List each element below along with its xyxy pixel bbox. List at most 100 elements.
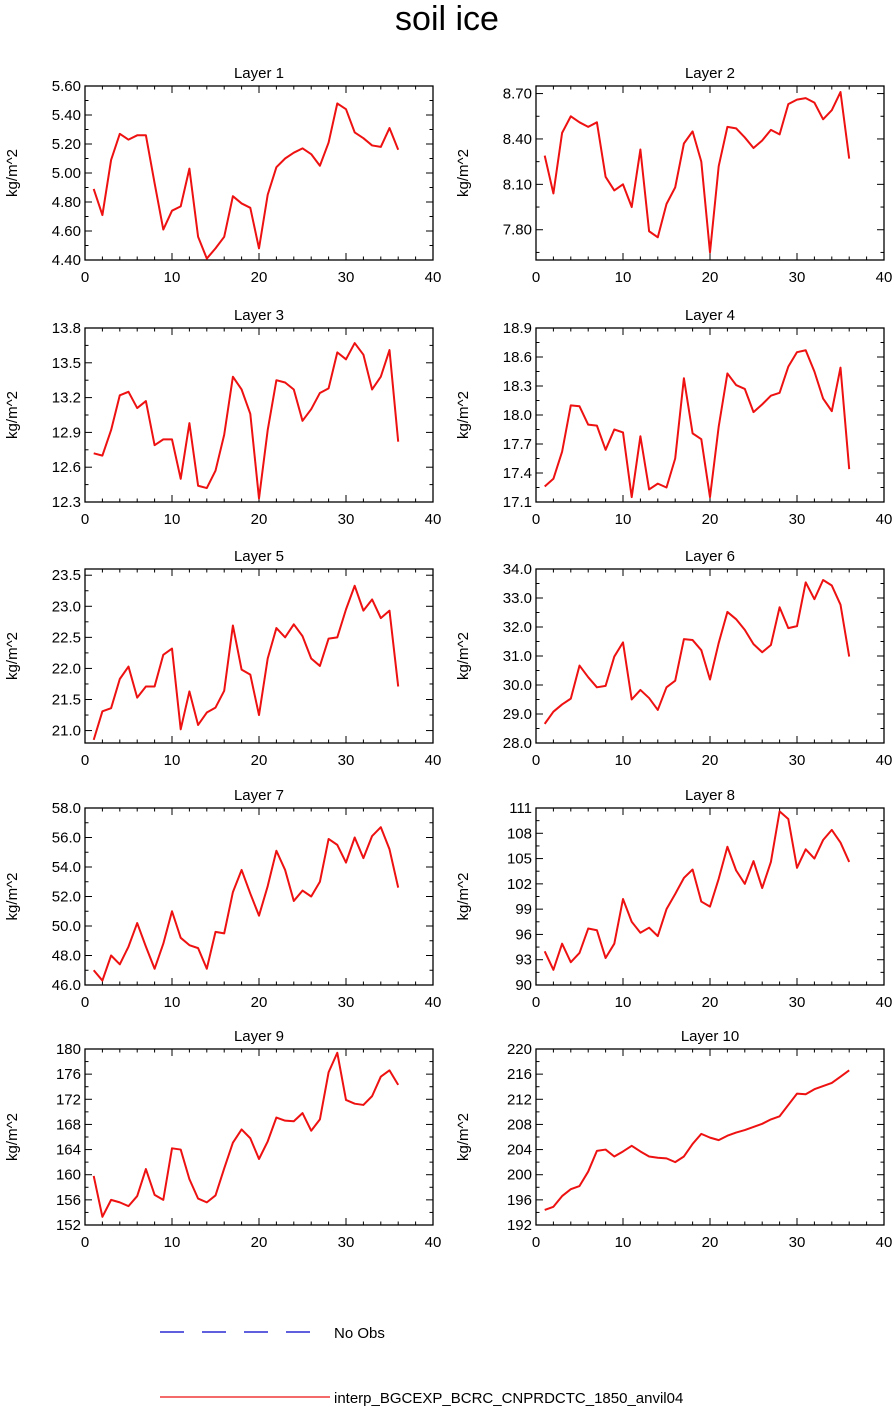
y-tick-label: 12.9 <box>52 424 81 441</box>
y-tick-label: 5.60 <box>52 78 81 95</box>
y-axis-label: kg/m^2 <box>455 149 472 197</box>
x-tick-label: 40 <box>425 1234 442 1251</box>
y-tick-label: 50.0 <box>52 918 81 935</box>
y-tick-label: 52.0 <box>52 889 81 906</box>
x-tick-label: 30 <box>338 994 355 1011</box>
panel-title: Layer 8 <box>685 787 735 804</box>
panel-title: Layer 1 <box>234 65 284 82</box>
x-tick-label: 30 <box>338 269 355 286</box>
y-tick-label: 212 <box>507 1091 532 1108</box>
x-tick-label: 0 <box>81 752 89 769</box>
y-tick-label: 5.20 <box>52 136 81 153</box>
y-tick-label: 48.0 <box>52 948 81 965</box>
y-axis-label: kg/m^2 <box>4 1113 21 1161</box>
y-tick-label: 17.7 <box>503 436 532 453</box>
x-tick-label: 40 <box>425 994 442 1011</box>
series-line <box>543 810 851 971</box>
x-tick-label: 10 <box>615 269 632 286</box>
y-tick-label: 99 <box>515 901 532 918</box>
y-tick-label: 30.0 <box>503 677 532 694</box>
series-line <box>543 579 851 725</box>
y-tick-label: 12.3 <box>52 494 81 511</box>
series-line <box>543 91 851 254</box>
series-line <box>92 584 400 741</box>
x-tick-label: 40 <box>876 511 893 528</box>
series-line <box>92 102 400 260</box>
panel-title: Layer 7 <box>234 787 284 804</box>
series-line <box>92 1051 400 1218</box>
y-tick-label: 200 <box>507 1167 532 1184</box>
plot-frame <box>535 85 885 261</box>
y-tick-label: 7.80 <box>503 222 532 239</box>
panel-layer-9: Layer 9 kg/m^2 0 10 20 30 40 152 156 160 164 168 172… <box>4 1028 441 1251</box>
x-tick-label: 0 <box>532 1234 540 1251</box>
y-tick-label: 90 <box>515 977 532 994</box>
y-axis-label: kg/m^2 <box>4 632 21 680</box>
y-tick-label: 33.0 <box>503 590 532 607</box>
x-tick-label: 10 <box>615 511 632 528</box>
panel-layer-8: Layer 8 kg/m^2 0 10 20 30 40 90 93 96 99 102 105 108 1… <box>455 787 892 1011</box>
y-tick-label: 8.70 <box>503 86 532 103</box>
y-tick-label: 32.0 <box>503 619 532 636</box>
panel-layer-1: Layer 1 kg/m^2 0 10 20 30 40 4.40 4.60 4.80 5.00 5.… <box>4 65 441 286</box>
y-tick-label: 204 <box>507 1142 532 1159</box>
y-tick-label: 156 <box>56 1192 81 1209</box>
panel-layer-4: Layer 4 kg/m^2 0 10 20 30 40 17.1 17.4 17.7 18.0 18… <box>455 307 892 528</box>
panel-title: Layer 4 <box>685 307 735 324</box>
plot-frame <box>84 807 434 986</box>
x-tick-label: 30 <box>789 994 806 1011</box>
series-line <box>92 826 400 982</box>
y-tick-label: 5.40 <box>52 107 81 124</box>
y-tick-label: 160 <box>56 1167 81 1184</box>
x-tick-label: 10 <box>615 752 632 769</box>
y-tick-label: 8.10 <box>503 176 532 193</box>
y-tick-label: 5.00 <box>52 165 81 182</box>
series-line <box>544 349 851 499</box>
y-tick-label: 58.0 <box>52 800 81 817</box>
panel-layer-6: Layer 6 kg/m^2 0 10 20 30 40 28.0 29.0 30.0 31.0 32… <box>455 548 892 769</box>
panel-title: Layer 9 <box>234 1028 284 1045</box>
x-tick-label: 30 <box>338 1234 355 1251</box>
y-tick-label: 164 <box>56 1142 81 1159</box>
x-tick-label: 20 <box>251 752 268 769</box>
y-tick-label: 4.80 <box>52 194 81 211</box>
figure-title: soil ice <box>395 0 499 38</box>
x-tick-label: 40 <box>876 269 893 286</box>
x-tick-label: 0 <box>81 269 89 286</box>
y-tick-label: 196 <box>507 1192 532 1209</box>
plot-frame <box>84 1048 434 1226</box>
x-tick-label: 10 <box>164 511 181 528</box>
y-axis-label: kg/m^2 <box>455 632 472 680</box>
y-axis-label: kg/m^2 <box>4 391 21 439</box>
x-tick-label: 10 <box>164 752 181 769</box>
y-tick-label: 54.0 <box>52 859 81 876</box>
y-tick-label: 216 <box>507 1066 532 1083</box>
x-tick-label: 30 <box>789 269 806 286</box>
x-tick-label: 20 <box>702 752 719 769</box>
y-tick-label: 18.9 <box>503 320 532 337</box>
y-tick-label: 96 <box>515 926 532 943</box>
y-tick-label: 18.3 <box>503 378 532 395</box>
y-tick-label: 34.0 <box>503 561 532 578</box>
y-tick-label: 18.6 <box>503 349 532 366</box>
panel-title: Layer 2 <box>685 65 735 82</box>
panel-layer-2: Layer 2 kg/m^2 0 10 20 30 40 7.80 8.10 8.40 8.70 <box>455 65 892 286</box>
panel-layer-3: Layer 3 kg/m^2 0 10 20 30 40 12.3 12.6 12.9 13.2 13… <box>4 307 441 528</box>
y-tick-label: 172 <box>56 1091 81 1108</box>
y-tick-label: 21.5 <box>52 692 81 709</box>
x-tick-label: 20 <box>702 511 719 528</box>
x-tick-label: 0 <box>532 752 540 769</box>
plot-frame <box>535 568 885 744</box>
y-tick-label: 22.5 <box>52 629 81 646</box>
y-tick-label: 111 <box>509 800 532 817</box>
x-tick-label: 10 <box>615 994 632 1011</box>
x-tick-label: 0 <box>81 994 89 1011</box>
series-line <box>93 342 400 500</box>
y-tick-label: 192 <box>507 1217 532 1234</box>
x-tick-label: 20 <box>251 1234 268 1251</box>
y-tick-label: 21.0 <box>52 723 81 740</box>
y-tick-label: 8.40 <box>503 131 532 148</box>
panel-layer-7: Layer 7 kg/m^2 0 10 20 30 40 46.0 48.0 50.0 52.0 54… <box>4 787 441 1011</box>
y-axis-label: kg/m^2 <box>455 873 472 921</box>
